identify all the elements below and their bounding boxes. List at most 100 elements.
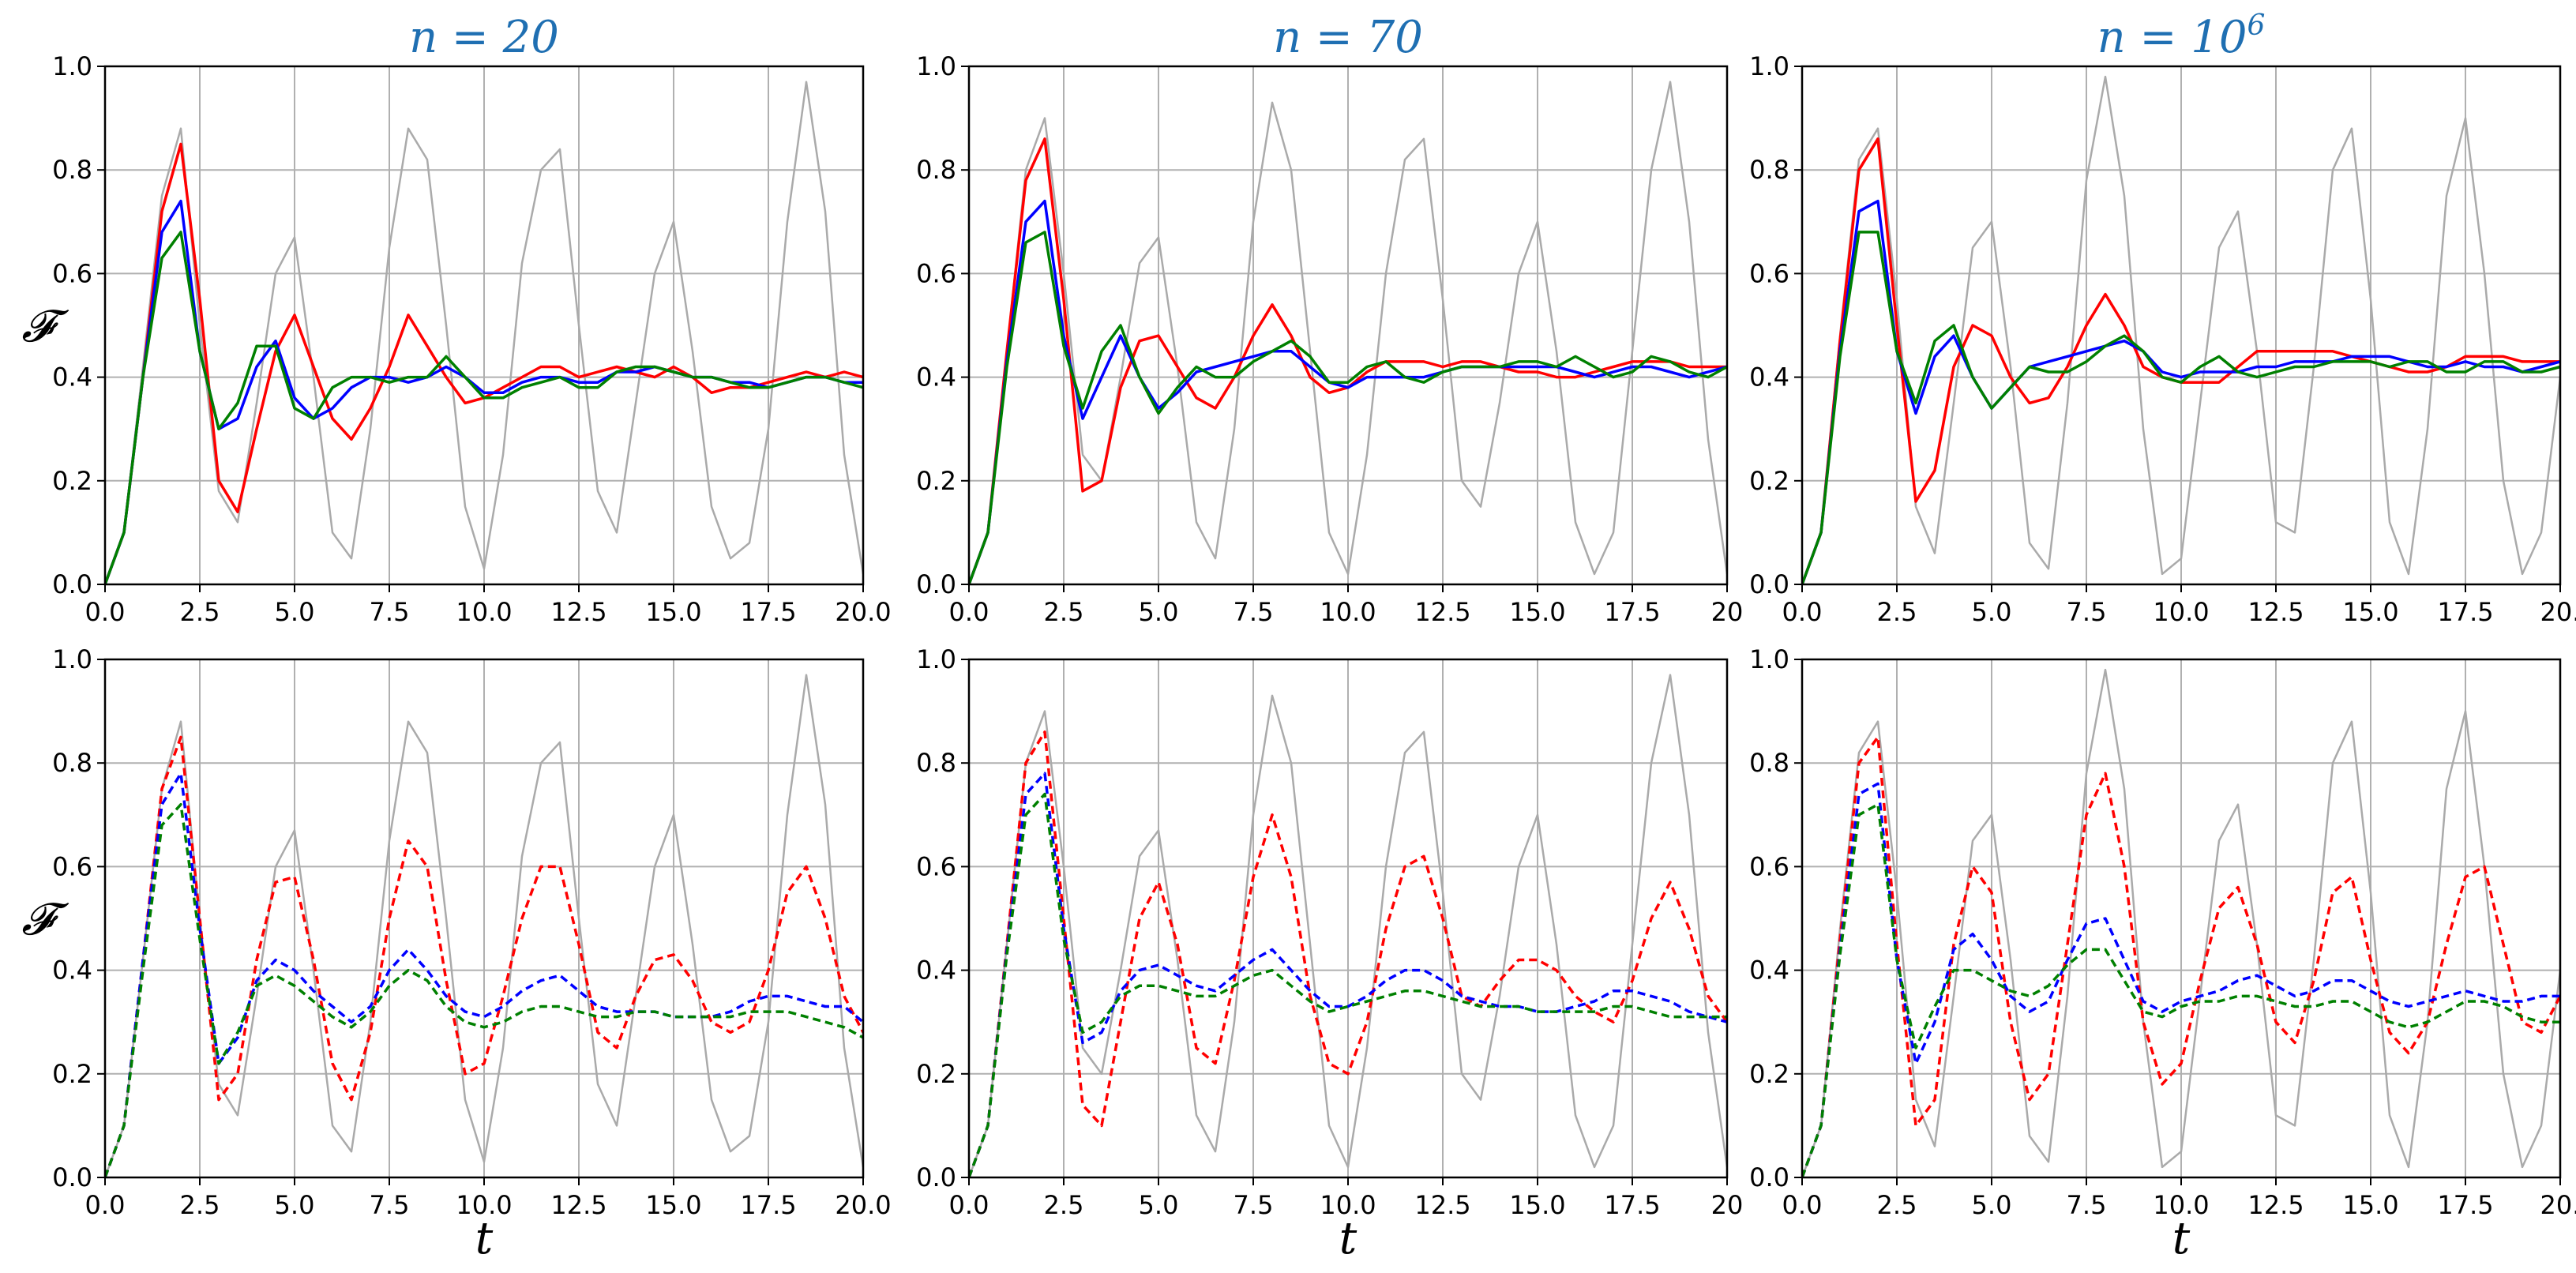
- y-axis-label: 𝓕: [21, 301, 69, 352]
- x-tick-label: 2.5: [180, 1190, 220, 1220]
- x-tick-label: 20.0: [835, 1190, 891, 1220]
- panel-title: n = 70: [1273, 12, 1423, 63]
- plot-frame: [103, 65, 865, 586]
- y-tick-label: 0.4: [52, 956, 92, 986]
- x-tick-label: 0.0: [949, 597, 989, 627]
- y-tick-label: 0.4: [1749, 956, 1789, 986]
- x-axis-label: t: [1339, 1213, 1357, 1264]
- x-tick-label: 17.5: [740, 597, 796, 627]
- series-line-2: [105, 199, 863, 584]
- series-line-0: [105, 674, 863, 1177]
- x-tick-label: 2.5: [1877, 597, 1917, 627]
- series-line-2: [969, 772, 1727, 1177]
- x-tick-label: 12.5: [550, 597, 606, 627]
- x-tick-label: 5.0: [275, 1190, 315, 1220]
- y-tick-label: 0.0: [1749, 1162, 1789, 1192]
- y-tick-label: 0.0: [916, 1162, 956, 1192]
- x-tick-label: 2.5: [1044, 597, 1084, 627]
- y-tick-label: 0.4: [1749, 362, 1789, 392]
- y-tick-label: 0.4: [916, 956, 956, 986]
- y-tick-label: 0.6: [916, 851, 956, 881]
- plot-frame: [967, 65, 1729, 586]
- y-tick-label: 0.2: [1749, 466, 1789, 496]
- y-tick-label: 0.2: [52, 466, 92, 496]
- y-tick-label: 0.8: [916, 155, 956, 185]
- series-line-3: [969, 792, 1727, 1177]
- y-tick-label: 0.6: [1749, 258, 1789, 288]
- series-line-3: [969, 231, 1727, 584]
- x-tick-label: 2.5: [180, 597, 220, 627]
- x-tick-label: 15.0: [645, 597, 701, 627]
- x-tick-label: 12.5: [550, 1190, 606, 1220]
- series-line-0: [1802, 75, 2560, 584]
- y-tick-label: 1.0: [52, 644, 92, 674]
- x-axis-label: t: [2172, 1213, 2191, 1264]
- x-tick-label: 10.0: [1320, 597, 1376, 627]
- x-axis-label: t: [475, 1213, 494, 1264]
- x-tick-label: 7.5: [370, 597, 410, 627]
- x-tick-label: 20: [1711, 1190, 1744, 1220]
- x-tick-label: 20: [1711, 597, 1744, 627]
- y-tick-label: 0.6: [1749, 851, 1789, 881]
- y-tick-label: 0.0: [52, 569, 92, 599]
- x-tick-label: 7.5: [2067, 597, 2107, 627]
- plot-frame: [103, 658, 865, 1179]
- x-tick-label: 20.: [2540, 597, 2576, 627]
- series-line-0: [969, 81, 1727, 584]
- y-tick-label: 1.0: [1749, 644, 1789, 674]
- y-tick-label: 0.8: [52, 155, 92, 185]
- y-tick-label: 0.2: [916, 466, 956, 496]
- x-tick-label: 15.0: [645, 1190, 701, 1220]
- x-tick-label: 12.5: [2247, 597, 2304, 627]
- series-line-0: [969, 674, 1727, 1177]
- x-tick-label: 7.5: [1234, 597, 1274, 627]
- panel-title: n = 20: [409, 12, 559, 63]
- y-tick-label: 0.4: [52, 362, 92, 392]
- x-tick-label: 7.5: [370, 1190, 410, 1220]
- series-line-1: [1802, 735, 2560, 1177]
- panel-0-1: 0.0 2.5 5.0 7.5 10.0 12.5 15.0 17.5 20 0.0 0.2 0.4 0…: [916, 12, 1743, 627]
- x-tick-label: 15.0: [1509, 1190, 1565, 1220]
- x-tick-label: 10.0: [2153, 1190, 2209, 1220]
- x-tick-label: 5.0: [1972, 597, 2012, 627]
- x-tick-label: 17.5: [2437, 597, 2493, 627]
- y-tick-label: 0.8: [52, 748, 92, 778]
- y-tick-label: 0.4: [916, 362, 956, 392]
- x-tick-label: 0.0: [1782, 597, 1823, 627]
- x-tick-label: 15.0: [2342, 597, 2398, 627]
- panel-1-2: 0.0 2.5 5.0 7.5 10.0 12.5 15.0 17.5 20. 0.0 0.2 0.4…: [1749, 644, 2576, 1264]
- series-line-2: [1802, 782, 2560, 1177]
- x-tick-label: 7.5: [2067, 1190, 2107, 1220]
- y-tick-label: 1.0: [916, 644, 956, 674]
- x-tick-label: 5.0: [275, 597, 315, 627]
- x-tick-label: 20.0: [835, 597, 891, 627]
- x-tick-label: 17.5: [1604, 597, 1660, 627]
- x-tick-label: 5.0: [1139, 597, 1179, 627]
- series-line-3: [105, 802, 863, 1177]
- series-line-1: [105, 735, 863, 1177]
- y-tick-label: 0.6: [52, 851, 92, 881]
- x-tick-label: 12.5: [2247, 1190, 2304, 1220]
- series-line-0: [105, 81, 863, 584]
- x-tick-label: 15.0: [2342, 1190, 2398, 1220]
- series-line-3: [105, 231, 863, 584]
- y-tick-label: 0.6: [916, 258, 956, 288]
- x-tick-label: 5.0: [1139, 1190, 1179, 1220]
- y-tick-label: 0.0: [916, 569, 956, 599]
- x-tick-label: 20.: [2540, 1190, 2576, 1220]
- y-tick-label: 0.2: [52, 1059, 92, 1089]
- x-tick-label: 0.0: [85, 1190, 126, 1220]
- panel-0-0: 0.0 2.5 5.0 7.5 10.0 12.5 15.0 17.5 20.0 0.0 0.2 0.…: [21, 12, 891, 627]
- x-tick-label: 2.5: [1044, 1190, 1084, 1220]
- y-tick-label: 1.0: [52, 51, 92, 81]
- panel-1-1: 0.0 2.5 5.0 7.5 10.0 12.5 15.0 17.5 20 0.0 0.2 0.4 0…: [916, 644, 1743, 1264]
- x-tick-label: 0.0: [949, 1190, 989, 1220]
- x-tick-label: 12.5: [1414, 1190, 1470, 1220]
- panel-0-2: 0.0 2.5 5.0 7.5 10.0 12.5 15.0 17.5 20. 0.0 0.2 0.4…: [1749, 9, 2576, 627]
- x-tick-label: 10.0: [456, 1190, 512, 1220]
- y-tick-label: 0.0: [1749, 569, 1789, 599]
- plot-frame: [1801, 658, 2562, 1179]
- series-line-0: [1802, 668, 2560, 1177]
- plot-frame: [1801, 65, 2562, 586]
- x-tick-label: 0.0: [1782, 1190, 1823, 1220]
